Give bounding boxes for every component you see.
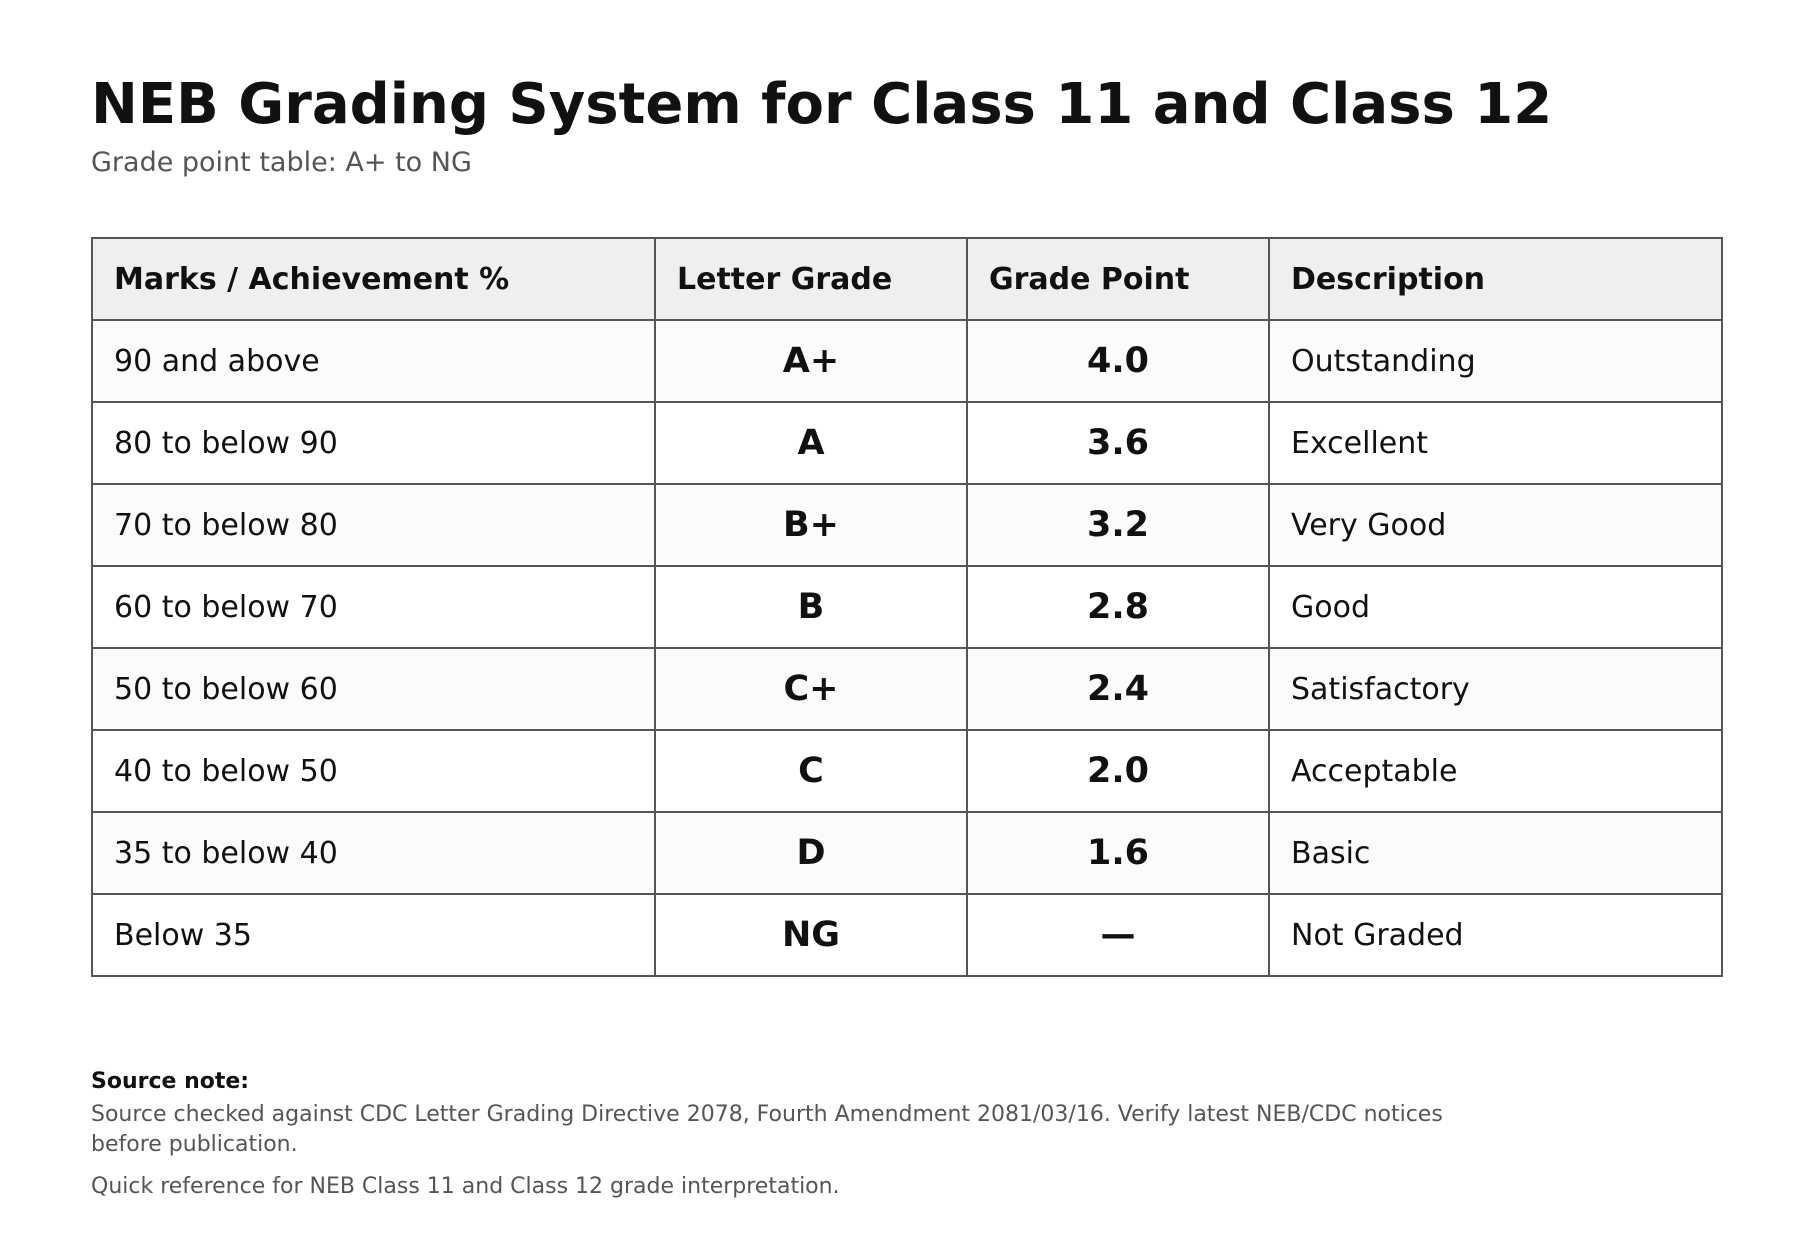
source-note-label: Source note:: [91, 1069, 250, 1094]
letter-grade-cell: B+: [654, 483, 968, 567]
letter-grade-cell: NG: [654, 893, 968, 977]
page-subtitle: Grade point table: A+ to NG: [91, 147, 472, 178]
description-cell: Satisfactory: [1268, 647, 1723, 731]
marks-cell: 35 to below 40: [91, 811, 656, 895]
description-cell: Excellent: [1268, 401, 1723, 485]
description-cell: Very Good: [1268, 483, 1723, 567]
marks-cell: 50 to below 60: [91, 647, 656, 731]
grade-point-cell: —: [966, 893, 1270, 977]
column-header-marks: Marks / Achievement %: [91, 237, 656, 321]
grade-point-cell: 2.8: [966, 565, 1270, 649]
description-cell: Not Graded: [1268, 893, 1723, 977]
marks-cell: 80 to below 90: [91, 401, 656, 485]
grade-point-cell: 3.6: [966, 401, 1270, 485]
grade-point-cell: 2.4: [966, 647, 1270, 731]
description-cell: Acceptable: [1268, 729, 1723, 813]
grading-table: Marks / Achievement % Letter Grade Grade…: [91, 237, 1723, 977]
marks-cell: 70 to below 80: [91, 483, 656, 567]
table-header-row: Marks / Achievement % Letter Grade Grade…: [91, 237, 1723, 321]
table-row: 70 to below 80 B+ 3.2 Very Good: [91, 483, 1723, 567]
marks-cell: 40 to below 50: [91, 729, 656, 813]
letter-grade-cell: B: [654, 565, 968, 649]
description-cell: Outstanding: [1268, 319, 1723, 403]
table-row: 60 to below 70 B 2.8 Good: [91, 565, 1723, 649]
letter-grade-cell: D: [654, 811, 968, 895]
letter-grade-cell: C+: [654, 647, 968, 731]
letter-grade-cell: C: [654, 729, 968, 813]
table-row: 35 to below 40 D 1.6 Basic: [91, 811, 1723, 895]
column-header-letter-grade: Letter Grade: [654, 237, 968, 321]
description-cell: Basic: [1268, 811, 1723, 895]
marks-cell: 90 and above: [91, 319, 656, 403]
grade-point-cell: 2.0: [966, 729, 1270, 813]
reference-note-text: Quick reference for NEB Class 11 and Cla…: [91, 1174, 840, 1199]
table-row: 90 and above A+ 4.0 Outstanding: [91, 319, 1723, 403]
description-cell: Good: [1268, 565, 1723, 649]
column-header-description: Description: [1268, 237, 1723, 321]
column-header-grade-point: Grade Point: [966, 237, 1270, 321]
table-row: Below 35 NG — Not Graded: [91, 893, 1723, 977]
grade-point-cell: 3.2: [966, 483, 1270, 567]
page-title: NEB Grading System for Class 11 and Clas…: [91, 72, 1553, 137]
letter-grade-cell: A+: [654, 319, 968, 403]
marks-cell: Below 35: [91, 893, 656, 977]
table-row: 50 to below 60 C+ 2.4 Satisfactory: [91, 647, 1723, 731]
source-note-text: Source checked against CDC Letter Gradin…: [91, 1102, 1443, 1157]
table-row: 40 to below 50 C 2.0 Acceptable: [91, 729, 1723, 813]
letter-grade-cell: A: [654, 401, 968, 485]
grade-point-cell: 4.0: [966, 319, 1270, 403]
table-row: 80 to below 90 A 3.6 Excellent: [91, 401, 1723, 485]
grade-point-cell: 1.6: [966, 811, 1270, 895]
marks-cell: 60 to below 70: [91, 565, 656, 649]
